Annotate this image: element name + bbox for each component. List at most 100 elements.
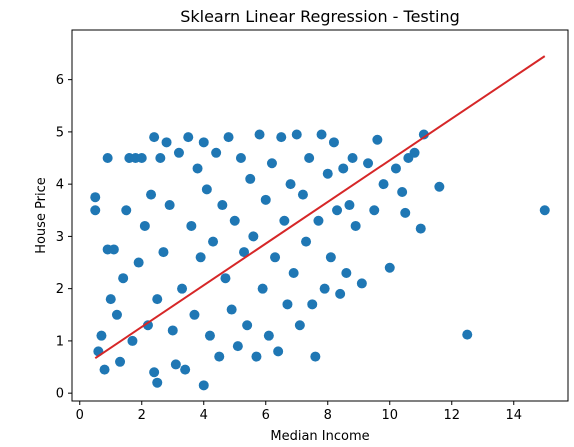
plot-frame [71,29,569,402]
regression-line [94,55,546,359]
data-point [201,184,212,195]
data-point [325,252,336,263]
data-point [319,283,330,294]
data-point [217,200,228,211]
data-point [223,132,234,143]
y-tick-label: 2 [56,282,64,297]
data-point [390,163,401,174]
data-point [378,179,389,190]
data-point [118,273,129,284]
scatter-points [90,129,550,391]
data-point [338,163,349,174]
data-point [183,132,194,143]
x-tick-label: 10 [381,408,398,423]
data-point [102,153,113,164]
data-point [273,346,284,357]
data-point [356,278,367,289]
data-point [161,137,172,148]
data-point [251,351,262,362]
data-point [254,129,265,140]
data-point [226,304,237,315]
data-point [279,215,290,226]
data-point [291,129,302,140]
data-point [260,194,271,205]
data-point [180,364,191,375]
data-point [369,205,380,216]
data-point [257,283,268,294]
data-point [307,299,318,310]
data-point [136,153,147,164]
data-point [111,309,122,320]
x-tick-label: 8 [324,408,332,423]
data-point [363,158,374,169]
y-tick-label: 1 [56,334,64,349]
data-point [189,309,200,320]
data-point [170,359,181,370]
data-point [347,153,358,164]
data-point [152,377,163,388]
data-point [90,205,101,216]
data-point [400,207,411,218]
y-tick-label: 3 [56,230,64,245]
data-point [294,320,305,331]
data-point [301,236,312,247]
data-point [341,267,352,278]
data-point [211,147,222,158]
data-point [192,163,203,174]
data-point [155,153,166,164]
data-point [282,299,293,310]
data-point [127,335,138,346]
data-point [344,200,355,211]
data-point [242,320,253,331]
y-axis: 0 1 2 3 4 5 6 [56,73,72,402]
data-point [263,330,274,341]
y-tick-label: 6 [56,73,64,88]
data-point [96,330,107,341]
x-axis: 0 2 4 6 8 10 12 14 [76,401,522,423]
data-point [270,252,281,263]
data-point [239,247,250,258]
data-point [186,220,197,231]
data-point [195,252,206,263]
data-point [462,329,473,340]
data-point [285,179,296,190]
regression-line-layer [94,55,546,359]
data-point [208,236,219,247]
data-point [350,220,361,231]
data-point [158,247,169,258]
data-point [328,137,339,148]
data-point [288,267,299,278]
data-point [142,320,153,331]
data-point [248,231,259,242]
data-point [384,262,395,273]
data-point [229,215,240,226]
x-axis-title: Median Income [270,429,369,444]
data-point [304,153,315,164]
data-point [335,288,346,299]
data-point [322,168,333,179]
data-point [105,294,116,305]
data-point [167,325,178,336]
data-point [139,220,150,231]
data-point [177,283,188,294]
data-point [245,173,256,184]
x-tick-label: 12 [443,408,460,423]
data-point [133,257,144,268]
data-point [372,134,383,145]
data-point [149,367,160,378]
data-point [214,351,225,362]
data-point [297,189,308,200]
y-tick-label: 5 [56,125,64,140]
data-point [149,132,160,143]
data-point [313,215,324,226]
data-point [220,273,231,284]
data-point [310,351,321,362]
data-point [108,244,119,255]
data-point [539,205,550,216]
y-tick-label: 0 [56,387,64,402]
x-tick-label: 2 [138,408,146,423]
chart-title: Sklearn Linear Regression - Testing [180,7,460,26]
x-tick-label: 6 [262,408,270,423]
data-point [99,364,110,375]
y-tick-label: 4 [56,178,64,193]
